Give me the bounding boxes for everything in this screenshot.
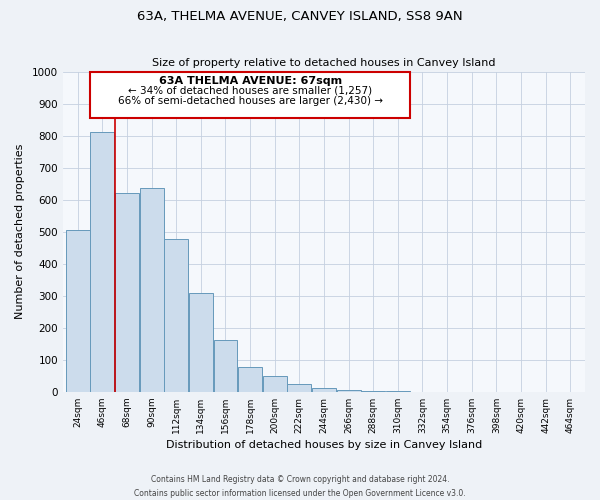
Text: 66% of semi-detached houses are larger (2,430) →: 66% of semi-detached houses are larger (… — [118, 96, 383, 106]
Bar — [115, 192, 139, 392]
Bar — [337, 390, 361, 392]
Bar — [263, 376, 287, 392]
Bar — [140, 188, 164, 392]
Bar — [91, 132, 114, 392]
Text: 63A, THELMA AVENUE, CANVEY ISLAND, SS8 9AN: 63A, THELMA AVENUE, CANVEY ISLAND, SS8 9… — [137, 10, 463, 23]
Bar — [287, 384, 311, 392]
FancyBboxPatch shape — [90, 72, 410, 118]
Title: Size of property relative to detached houses in Canvey Island: Size of property relative to detached ho… — [152, 58, 496, 68]
Text: 63A THELMA AVENUE: 67sqm: 63A THELMA AVENUE: 67sqm — [158, 76, 341, 86]
Bar — [238, 367, 262, 392]
Bar — [361, 391, 385, 392]
Bar — [189, 292, 213, 392]
Text: Contains HM Land Registry data © Crown copyright and database right 2024.
Contai: Contains HM Land Registry data © Crown c… — [134, 476, 466, 498]
Y-axis label: Number of detached properties: Number of detached properties — [15, 144, 25, 320]
Bar — [66, 230, 89, 392]
X-axis label: Distribution of detached houses by size in Canvey Island: Distribution of detached houses by size … — [166, 440, 482, 450]
Bar — [164, 238, 188, 392]
Text: ← 34% of detached houses are smaller (1,257): ← 34% of detached houses are smaller (1,… — [128, 86, 372, 96]
Bar — [214, 340, 238, 392]
Bar — [312, 388, 336, 392]
